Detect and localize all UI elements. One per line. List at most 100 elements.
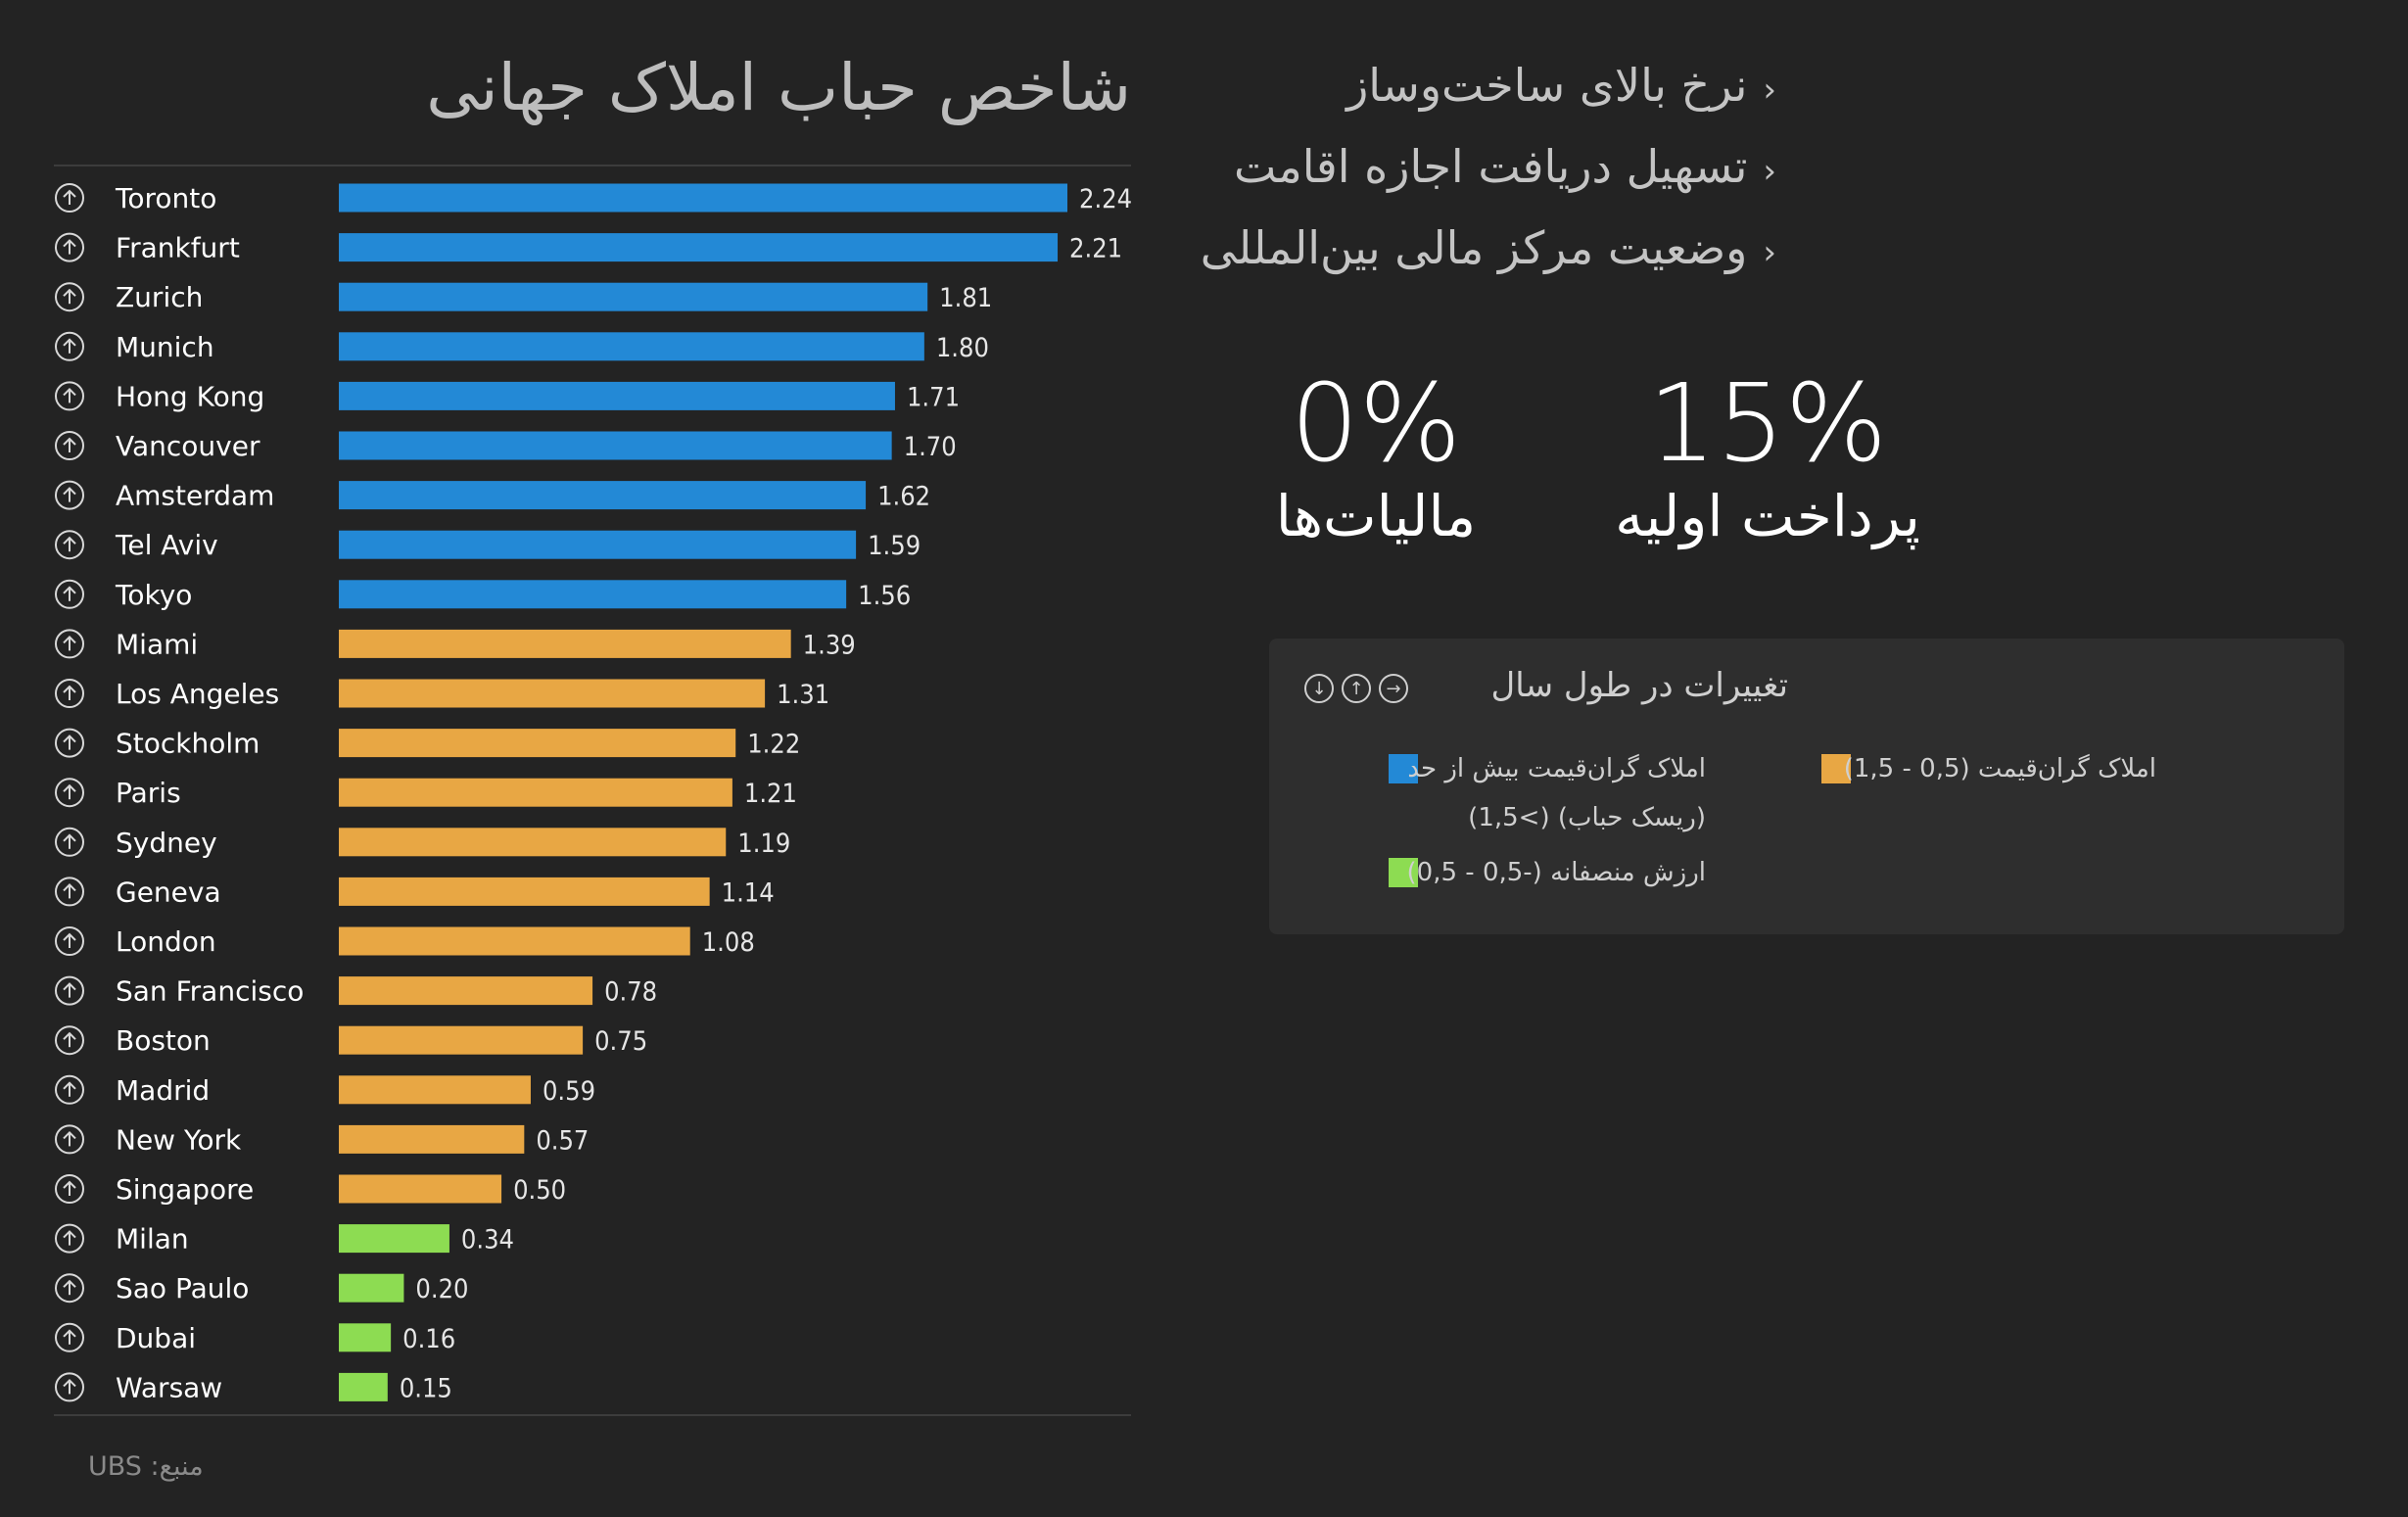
value-label: 2.24: [1079, 184, 1132, 214]
trend-icon: [55, 232, 84, 262]
bottom-divider: [54, 1414, 1131, 1416]
bar: [339, 976, 593, 1006]
value-label: 1.14: [722, 877, 775, 908]
category-label: Sydney: [116, 827, 217, 859]
feature-item: ‹وضعیت مرکز مالی بین‌المللی: [1200, 221, 1776, 274]
arrow-up-circle-icon: ↑: [1342, 674, 1371, 703]
bar: [339, 282, 928, 311]
bar: [339, 778, 732, 807]
bar: [339, 828, 727, 857]
bar: [339, 877, 710, 906]
bar: [339, 332, 924, 361]
category-label: Tokyo: [115, 579, 192, 611]
value-label: 1.56: [858, 581, 911, 611]
bar: [339, 481, 867, 510]
down-payment-value: 15%: [1647, 360, 1888, 486]
value-label: 1.22: [747, 730, 800, 760]
value-label: 1.81: [939, 283, 992, 313]
category-label: Tel Aviv: [115, 529, 218, 561]
category-label: San Francisco: [116, 975, 304, 1008]
bar: [339, 1372, 388, 1401]
legend-label-blue-1: املاک گران‌قیمت بیش از حد: [1407, 754, 1706, 783]
category-label: Los Angeles: [116, 678, 279, 710]
value-label: 0.75: [594, 1026, 647, 1057]
category-label: Vancouver: [116, 430, 260, 462]
legend-panel: ↓ ↑ → تغییرات در طول سال املاک گران‌قیمت…: [1269, 639, 2344, 934]
trend-icon: [55, 877, 84, 907]
category-label: Boston: [116, 1024, 211, 1057]
bar: [339, 1273, 404, 1303]
category-label: Miami: [116, 628, 198, 660]
category-label: Singapore: [116, 1173, 254, 1206]
trend-icon: [55, 778, 84, 808]
chevron-icon: ‹: [1763, 71, 1776, 110]
trend-icon: [55, 728, 84, 758]
bar: [339, 729, 736, 758]
trend-icon: [55, 381, 84, 411]
bar: [339, 926, 690, 956]
bar: [339, 1075, 531, 1105]
value-label: 1.08: [702, 927, 755, 958]
value-label: 1.62: [877, 482, 930, 512]
value-label: 1.80: [936, 333, 989, 363]
value-label: 1.31: [777, 680, 829, 710]
category-label: Munich: [116, 331, 214, 363]
category-label: Dubai: [116, 1322, 196, 1354]
category-label: Sao Paulo: [116, 1272, 249, 1304]
trend-icon: [55, 1025, 84, 1056]
trend-icon: [55, 975, 84, 1006]
trend-icon: [55, 480, 84, 510]
tax-label: مالیات‌ها: [1275, 483, 1477, 549]
category-label: London: [116, 925, 216, 958]
value-label: 0.59: [543, 1076, 595, 1107]
bar: [339, 183, 1067, 213]
value-label: 0.50: [513, 1175, 566, 1206]
down-payment-label: پرداخت اولیه: [1615, 483, 1920, 549]
category-label: Warsaw: [116, 1371, 222, 1403]
legend-label-orange: املاک گران‌قیمت (0,5 - 1,5): [1843, 754, 2156, 783]
trend-icons: ↓ ↑ →: [1304, 674, 1408, 703]
trend-icon: [55, 1372, 84, 1402]
arrow-down-circle-icon: ↓: [1304, 674, 1334, 703]
bar: [339, 1224, 449, 1254]
feature-item: ‹تسهیل دریافت اجازه اقامت: [1233, 140, 1776, 193]
category-label: New York: [116, 1123, 242, 1156]
value-label: 0.34: [461, 1225, 514, 1256]
value-label: 0.20: [415, 1274, 468, 1304]
bar: [339, 629, 791, 658]
category-label: Hong Kong: [116, 380, 264, 412]
trend-icon: [55, 1124, 84, 1155]
bar: [339, 530, 857, 559]
legend-label-green: ارزش منصفانه (-0,5 - 0,5): [1406, 858, 1707, 887]
feature-list: ‹نرخ بالای ساخت‌وساز ‹تسهیل دریافت اجازه…: [1201, 47, 1776, 291]
category-label: Madrid: [116, 1074, 210, 1107]
trend-icon: [55, 1174, 84, 1204]
trend-icon: [55, 431, 84, 460]
trend-icon: [55, 1273, 84, 1304]
bar: [339, 1174, 502, 1204]
category-label: Zurich: [116, 281, 203, 313]
legend-swatch-orange: [1821, 754, 1851, 783]
bar: [339, 1124, 525, 1154]
chart-title: شاخص حباب املاک جهانی: [426, 50, 1131, 125]
trend-icon: [55, 579, 84, 609]
trend-icon: [55, 827, 84, 857]
value-label: 0.15: [400, 1373, 452, 1403]
trend-icon: [55, 183, 84, 213]
legend-swatch-blue: [1389, 754, 1418, 783]
tax-value: 0%: [1290, 360, 1462, 486]
bar: [339, 679, 766, 708]
value-label: 0.78: [604, 977, 657, 1008]
bar: [339, 431, 892, 460]
top-divider: [54, 165, 1131, 166]
trend-icon: [55, 1223, 84, 1254]
value-label: 0.57: [536, 1125, 589, 1156]
bar: [339, 580, 847, 609]
trend-icon: [55, 679, 84, 708]
value-label: 0.16: [402, 1324, 455, 1354]
trend-icon: [55, 926, 84, 956]
category-label: Milan: [116, 1223, 189, 1256]
bar: [339, 1323, 392, 1352]
chevron-icon: ‹: [1763, 152, 1776, 191]
category-label: Stockholm: [116, 728, 260, 760]
